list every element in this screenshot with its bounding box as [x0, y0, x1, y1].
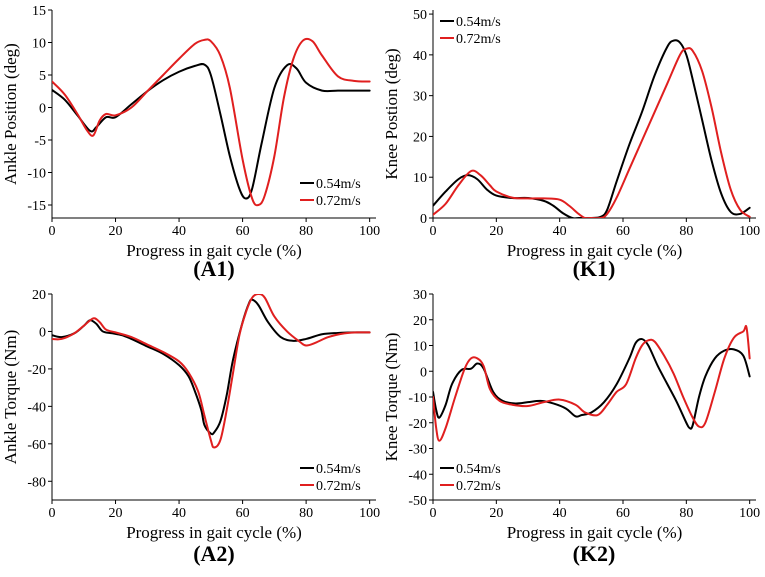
series-line-054	[433, 39, 751, 218]
x-tick-label: 60	[616, 224, 630, 239]
x-tick-label: 100	[739, 506, 760, 521]
y-tick-label: -10	[27, 167, 46, 182]
series-line-054	[52, 298, 371, 436]
x-tick-label: 20	[489, 224, 503, 239]
legend: 0.54m/s 0.72m/s	[440, 15, 501, 47]
y-tick-label: 10	[32, 37, 46, 52]
panel-label: (A1)	[193, 256, 235, 281]
legend-label: 0.54m/s	[456, 15, 501, 30]
legend: 0.54m/s 0.72m/s	[300, 462, 361, 494]
x-tick-label: 0	[49, 224, 56, 239]
x-tick-label: 100	[359, 224, 380, 239]
chart-a1: 0 20 40 60 80 100 -15 -10 -5 0 5 10 15 Progress in ga…	[1, 4, 380, 281]
legend-label: 0.72m/s	[456, 479, 501, 494]
x-tick-label: 0	[49, 506, 56, 521]
x-tick-label: 80	[679, 506, 693, 521]
y-tick-label: 20	[413, 314, 427, 329]
y-tick-label: 20	[413, 130, 427, 145]
x-axis-label: Progress in gait cycle (%)	[507, 523, 683, 542]
series-line-072	[433, 324, 751, 442]
y-axis-label: Knee Postion (deg)	[382, 48, 401, 179]
y-tick-label: 15	[32, 4, 46, 19]
legend-label: 0.72m/s	[456, 32, 501, 47]
series-line-054	[433, 337, 751, 430]
series-line-072	[433, 47, 751, 218]
y-tick-label: 0	[420, 365, 427, 380]
x-axis-label: Progress in gait cycle (%)	[126, 523, 302, 542]
legend: 0.54m/s 0.72m/s	[300, 177, 361, 209]
y-axis-label: Ankle Torque (Nm)	[1, 330, 20, 464]
y-tick-label: 20	[32, 288, 46, 303]
series-line-072	[52, 37, 371, 207]
y-tick-label: -20	[27, 363, 46, 378]
legend-label: 0.72m/s	[316, 479, 361, 494]
legend-label: 0.54m/s	[456, 462, 501, 477]
x-tick-label: 20	[109, 224, 123, 239]
x-tick-label: 80	[679, 224, 693, 239]
y-tick-label: 40	[413, 49, 427, 64]
y-tick-label: 0	[39, 102, 46, 117]
x-tick-label: 40	[553, 506, 567, 521]
x-tick-label: 0	[430, 224, 437, 239]
y-tick-label: 10	[413, 171, 427, 186]
y-tick-label: 0	[39, 325, 46, 340]
x-tick-label: 20	[489, 506, 503, 521]
x-tick-label: 100	[739, 224, 760, 239]
y-tick-label: 50	[413, 8, 427, 23]
x-axis-label: Progress in gait cycle (%)	[126, 241, 302, 260]
y-tick-label: -60	[27, 438, 46, 453]
panel-label: (K2)	[573, 541, 616, 566]
panel-label: (A2)	[193, 541, 235, 566]
x-tick-label: 60	[236, 506, 250, 521]
y-tick-label: -40	[27, 400, 46, 415]
x-tick-label: 40	[172, 506, 186, 521]
y-tick-label: -15	[27, 199, 46, 214]
x-tick-label: 40	[553, 224, 567, 239]
x-tick-label: 80	[299, 506, 313, 521]
chart-k2: 0 20 40 60 80 100 -50 -40 -30 -20 -10 0 10 20 30 Progre…	[382, 288, 760, 566]
y-tick-label: -30	[408, 443, 427, 458]
x-tick-label: 0	[430, 506, 437, 521]
panel-label: (K1)	[573, 256, 616, 281]
chart-k1: 0 20 40 60 80 100 0 10 20 30 40 50 Progress in gait …	[382, 8, 760, 281]
x-tick-label: 100	[359, 506, 380, 521]
x-axis-label: Progress in gait cycle (%)	[507, 241, 683, 260]
x-tick-label: 40	[172, 224, 186, 239]
y-tick-label: 30	[413, 90, 427, 105]
legend: 0.54m/s 0.72m/s	[440, 462, 501, 494]
series-line-072	[52, 294, 371, 449]
y-tick-label: -80	[27, 475, 46, 490]
x-tick-label: 80	[299, 224, 313, 239]
y-axis-label: Knee Torque (Nm)	[382, 333, 401, 462]
y-tick-label: -5	[34, 134, 46, 149]
y-tick-label: 10	[413, 340, 427, 355]
x-tick-label: 60	[236, 224, 250, 239]
series-line-054	[52, 62, 371, 200]
y-tick-label: 5	[39, 69, 46, 84]
y-tick-label: 30	[413, 288, 427, 303]
legend-label: 0.54m/s	[316, 462, 361, 477]
legend-label: 0.72m/s	[316, 194, 361, 209]
y-tick-label: 0	[420, 212, 427, 227]
x-tick-label: 60	[616, 506, 630, 521]
legend-label: 0.54m/s	[316, 177, 361, 192]
y-tick-label: -40	[408, 468, 427, 483]
x-tick-label: 20	[109, 506, 123, 521]
y-axis-label: Ankle Position (deg)	[1, 43, 20, 185]
y-tick-label: -20	[408, 417, 427, 432]
y-tick-label: -10	[408, 391, 427, 406]
y-tick-label: -50	[408, 494, 427, 509]
